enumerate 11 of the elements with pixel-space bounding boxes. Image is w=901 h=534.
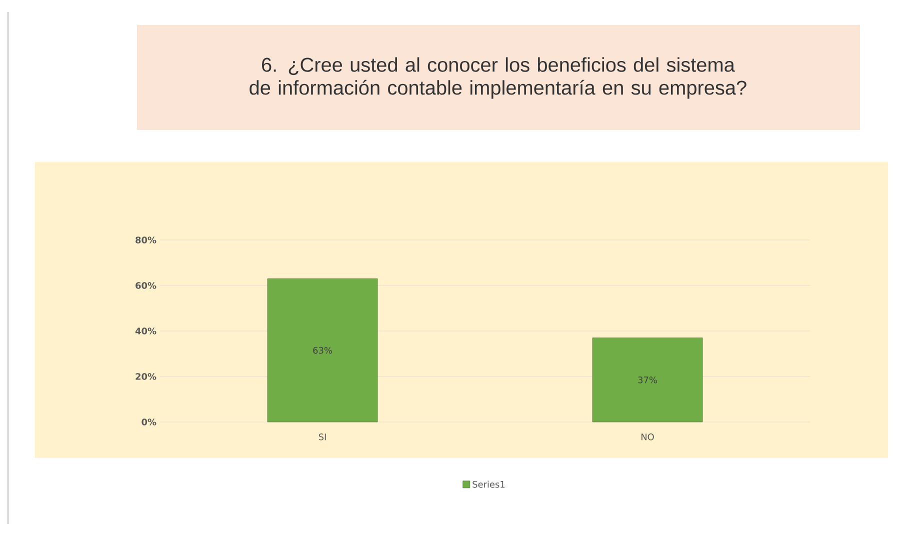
y-tick-label: 40%	[135, 328, 156, 334]
data-label: 63%	[313, 346, 332, 354]
legend-label: Series1	[472, 480, 505, 488]
y-tick-label: 0%	[142, 418, 156, 426]
y-tick-label: 20%	[136, 373, 156, 380]
y-tick-label: 80%	[136, 236, 156, 244]
x-tick-label: NO	[642, 434, 654, 440]
data-label: 37%	[638, 376, 657, 384]
y-tick-label: 60%	[136, 282, 156, 289]
chart-title: 6. ¿Cree usted al conocer los beneficios del sistema de información contable implementaría en su empresa?	[250, 57, 746, 99]
x-tick-label: SI	[318, 434, 326, 440]
